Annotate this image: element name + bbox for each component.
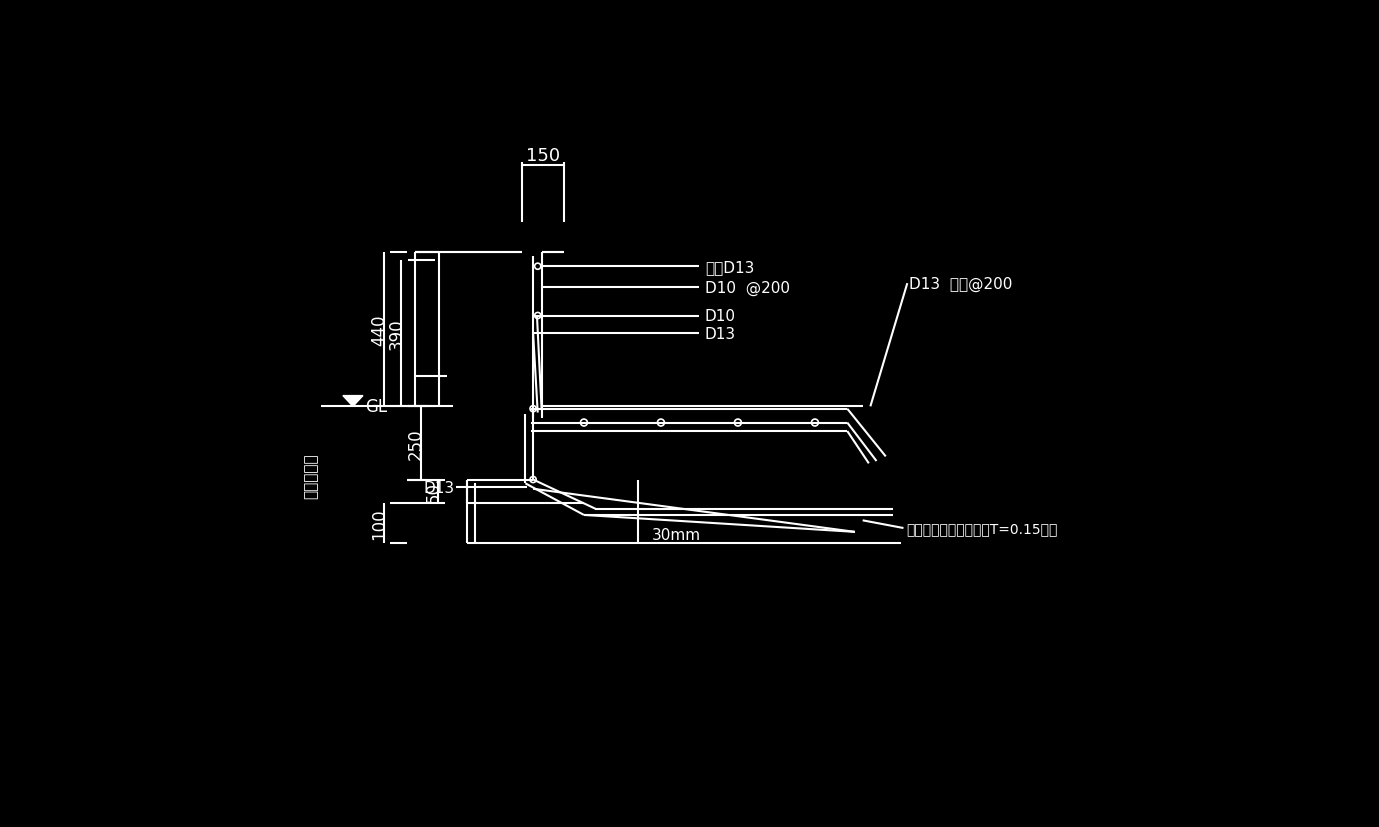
Text: 30mm: 30mm: [652, 528, 701, 543]
Polygon shape: [343, 396, 363, 407]
Text: 250: 250: [407, 428, 425, 459]
Text: 150: 150: [525, 146, 560, 165]
Text: 100: 100: [370, 508, 387, 539]
Text: ポリエチレンシート　T=0.15以上: ポリエチレンシート T=0.15以上: [906, 521, 1058, 535]
Text: 50: 50: [425, 481, 443, 502]
Text: 390: 390: [387, 318, 405, 350]
Text: D13: D13: [705, 327, 736, 342]
Text: D13  縦横@200: D13 縦横@200: [909, 276, 1012, 291]
Text: D10: D10: [705, 308, 736, 323]
Text: D13: D13: [423, 480, 455, 495]
Text: 根入れ深さ: 根入れ深さ: [303, 452, 319, 498]
Text: D10  @200: D10 @200: [705, 280, 790, 295]
Text: 主筋D13: 主筋D13: [705, 260, 754, 275]
Text: GL: GL: [365, 398, 387, 416]
Text: 440: 440: [370, 314, 387, 346]
